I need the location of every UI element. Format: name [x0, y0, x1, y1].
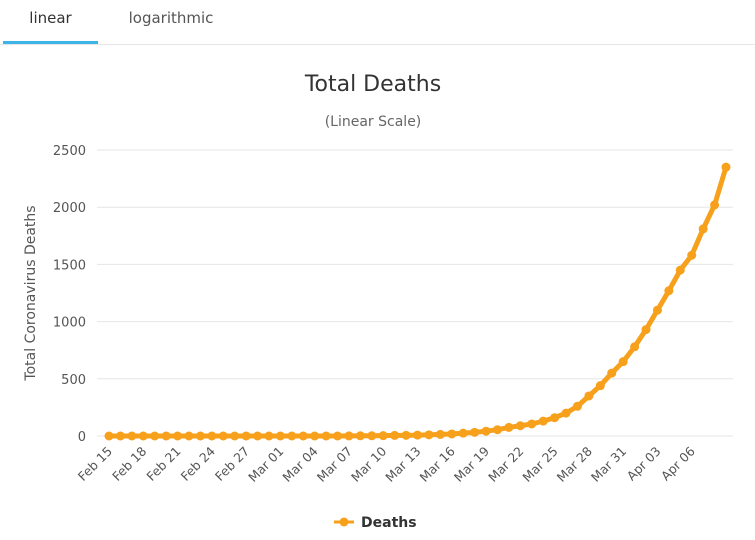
y-tick-label: 500: [61, 373, 86, 388]
x-tick-label: Mar 25: [519, 444, 560, 485]
data-point[interactable]: [115, 431, 125, 441]
data-point[interactable]: [492, 425, 502, 435]
tab-linear[interactable]: linear: [3, 0, 98, 44]
data-point[interactable]: [721, 162, 731, 172]
data-point[interactable]: [595, 381, 605, 391]
data-point[interactable]: [161, 431, 171, 441]
y-tick-label: 1500: [53, 258, 86, 273]
x-tick-label: Mar 07: [314, 444, 355, 485]
data-point[interactable]: [470, 427, 480, 437]
data-point[interactable]: [390, 430, 400, 440]
data-point[interactable]: [195, 431, 205, 441]
data-point[interactable]: [618, 357, 628, 367]
data-point[interactable]: [481, 426, 491, 436]
data-point[interactable]: [424, 430, 434, 440]
x-tick-label: Mar 22: [485, 444, 526, 485]
legend-label[interactable]: Deaths: [361, 515, 417, 531]
y-tick-label: 1000: [53, 316, 86, 331]
tab-linear-label: linear: [29, 9, 72, 27]
x-tick-label: Mar 10: [348, 443, 389, 484]
x-tick-label: Mar 13: [382, 444, 423, 485]
x-tick-label: Mar 01: [245, 444, 286, 485]
y-tick-label: 2500: [53, 144, 86, 159]
data-point[interactable]: [355, 431, 365, 441]
data-point[interactable]: [264, 431, 274, 441]
x-tick-label: Mar 04: [279, 443, 320, 484]
data-point[interactable]: [652, 305, 662, 315]
tab-logarithmic-label: logarithmic: [128, 9, 214, 27]
data-point[interactable]: [321, 431, 331, 441]
x-tick-label: Mar 19: [451, 443, 492, 484]
data-point[interactable]: [584, 391, 594, 401]
chart-title: Total Deaths: [304, 72, 441, 97]
data-point[interactable]: [173, 431, 183, 441]
x-tick-label: Apr 06: [658, 443, 698, 483]
data-point[interactable]: [230, 431, 240, 441]
data-point[interactable]: [550, 413, 560, 423]
x-tick-label: Feb 15: [75, 444, 115, 484]
data-point[interactable]: [333, 431, 343, 441]
data-point[interactable]: [275, 431, 285, 441]
data-point[interactable]: [641, 325, 651, 335]
x-tick-label: Apr 03: [624, 444, 664, 484]
data-point[interactable]: [687, 250, 697, 260]
data-point[interactable]: [184, 431, 194, 441]
x-tick-label: Mar 31: [588, 444, 629, 485]
data-point[interactable]: [515, 421, 525, 431]
x-tick-label: Feb 24: [178, 443, 218, 483]
data-point[interactable]: [218, 431, 228, 441]
data-point[interactable]: [435, 429, 445, 439]
data-point[interactable]: [527, 419, 537, 429]
data-point[interactable]: [207, 431, 217, 441]
legend[interactable]: Deaths: [334, 515, 417, 531]
data-point[interactable]: [447, 429, 457, 439]
x-tick-label: Feb 27: [212, 444, 252, 484]
data-point[interactable]: [344, 431, 354, 441]
y-axis-label: Total Coronavirus Deaths: [23, 205, 39, 381]
data-point[interactable]: [664, 286, 674, 296]
data-point[interactable]: [538, 416, 548, 426]
data-point[interactable]: [241, 431, 251, 441]
y-tick-label: 2000: [53, 201, 86, 216]
data-point[interactable]: [607, 368, 617, 378]
data-point[interactable]: [710, 200, 720, 210]
data-point[interactable]: [561, 408, 571, 418]
legend-marker: [339, 517, 349, 527]
data-point[interactable]: [298, 431, 308, 441]
x-tick-label: Feb 18: [109, 443, 149, 483]
tab-bar: linear logarithmic: [0, 0, 755, 45]
data-point[interactable]: [504, 422, 514, 432]
data-point[interactable]: [413, 430, 422, 440]
active-tab-indicator: [3, 41, 98, 44]
data-point[interactable]: [630, 342, 640, 352]
data-point[interactable]: [367, 431, 377, 441]
data-point[interactable]: [127, 431, 137, 441]
data-point[interactable]: [698, 224, 708, 234]
x-tick-label: Mar 28: [554, 443, 595, 484]
data-point[interactable]: [253, 431, 263, 441]
data-point[interactable]: [310, 431, 320, 441]
data-point[interactable]: [675, 265, 685, 275]
data-point[interactable]: [378, 431, 388, 441]
data-point[interactable]: [458, 428, 468, 438]
data-point[interactable]: [150, 431, 160, 441]
data-point[interactable]: [104, 431, 114, 441]
data-point[interactable]: [138, 431, 148, 441]
x-tick-label: Feb 21: [143, 444, 183, 484]
chart-subtitle: (Linear Scale): [325, 114, 422, 130]
tab-logarithmic[interactable]: logarithmic: [112, 0, 230, 42]
x-tick-label: Mar 16: [417, 443, 458, 484]
data-point[interactable]: [572, 401, 582, 411]
data-point[interactable]: [287, 431, 297, 441]
y-tick-label: 0: [78, 430, 86, 445]
data-point[interactable]: [401, 430, 411, 440]
